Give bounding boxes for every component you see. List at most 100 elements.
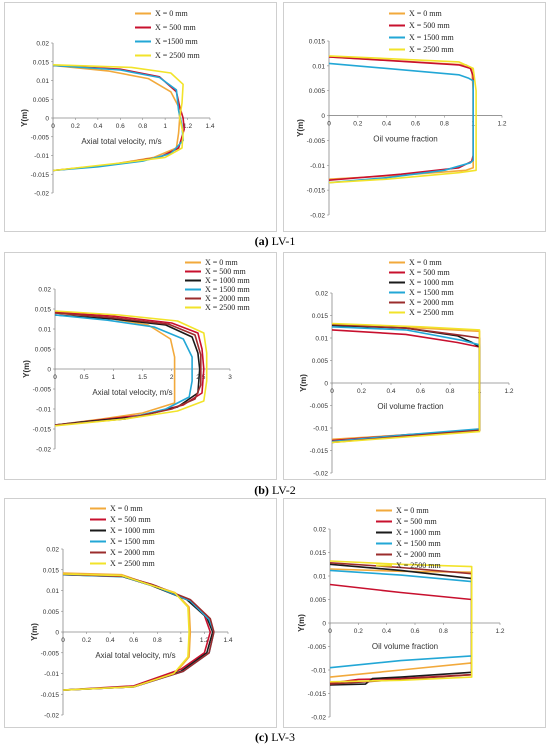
x-tick-label: 1 — [179, 637, 183, 644]
series-line-3 — [62, 573, 215, 691]
legend-label: X = 1500 mm — [110, 537, 156, 546]
x-tick-label: 0.5 — [80, 374, 89, 381]
y-axis-label: Y(m) — [297, 614, 306, 632]
y-tick-label: 0.005 — [35, 347, 52, 354]
x-tick-label: 0 — [51, 123, 55, 130]
y-tick-label: -0.005 — [308, 644, 327, 651]
x-tick-label: 0.2 — [82, 637, 91, 644]
chart-a-right: 0.015 0.01 0.005 0 -0.005 -0.01 -0.015 -0.02 0 0.… — [296, 9, 507, 220]
y-tick-label: -0.005 — [33, 387, 52, 394]
legend-label: X = 0 mm — [205, 258, 239, 267]
legend-label: X = 0 mm — [409, 258, 443, 267]
y-tick-label: 0.01 — [313, 574, 326, 581]
x-tick-label: 1.2 — [497, 121, 506, 128]
y-tick-label: 0 — [324, 381, 328, 388]
y-tick-label: -0.02 — [44, 713, 59, 720]
y-tick-label: -0.005 — [41, 650, 60, 657]
x-tick-label: 0 — [327, 121, 331, 128]
chart-panel-a-left: 0.02 0.015 0.01 0.005 0 -0.005 -0.01 -0.015 -0.0… — [4, 2, 277, 232]
x-tick-label: 1.4 — [205, 123, 214, 130]
x-tick-label: 1.5 — [138, 374, 147, 381]
chart-panel-a-right: 0.015 0.01 0.005 0 -0.005 -0.01 -0.015 -0.02 0 0.… — [283, 2, 546, 232]
x-axis-label: Oil voume fraction — [373, 135, 437, 144]
x-tick-label: 1 — [112, 374, 116, 381]
y-axis-label: Y(m) — [30, 623, 39, 641]
y-tick-label: -0.02 — [313, 471, 328, 478]
series-line-3 — [329, 569, 473, 669]
legend-label: X = 1500 mm — [205, 285, 251, 294]
y-tick-label: -0.005 — [310, 403, 329, 410]
legend-label: X = 500 mm — [155, 23, 197, 32]
x-axis-label: Axial total velocity, m/s — [92, 388, 172, 397]
chart-panel-c-right: 0.02 0.015 0.01 0.005 0 -0.005 -0.01 -0.015 -0.0… — [283, 498, 546, 728]
chart-panel-c-left: 0.02 0.015 0.01 0.005 0 -0.005 -0.01 -0.015 -0.0… — [4, 498, 277, 728]
y-tick-label: 0.015 — [35, 307, 52, 314]
y-tick-label: -0.015 — [41, 692, 60, 699]
x-axis-label: Oil volume fraction — [377, 402, 443, 411]
x-tick-label: 1.2 — [183, 123, 192, 130]
legend-label: X = 2500 mm — [155, 51, 201, 60]
legend-label: X = 1000 mm — [110, 526, 156, 535]
series-line-5 — [331, 322, 481, 444]
series-line-4 — [54, 312, 202, 426]
series-line-1 — [328, 56, 474, 181]
y-tick-label: -0.015 — [310, 448, 329, 455]
x-tick-label: 0.4 — [382, 628, 391, 635]
series-line-2 — [329, 563, 473, 686]
series-line-2 — [54, 314, 201, 426]
legend-label: X = 1000 mm — [396, 528, 442, 537]
legend-label: X = 2000 mm — [205, 294, 251, 303]
y-axis-label: Y(m) — [296, 119, 305, 137]
legend-label: X = 1000 mm — [409, 278, 455, 287]
y-tick-label: 0.02 — [38, 287, 51, 294]
legend-label: X = 1500 mm — [409, 288, 455, 297]
x-tick-label: 2 — [170, 374, 174, 381]
y-tick-label: 0 — [45, 116, 49, 123]
x-tick-label: 0.6 — [410, 628, 419, 635]
y-tick-label: 0.015 — [309, 39, 326, 46]
x-tick-label: 0.2 — [357, 388, 366, 395]
y-tick-label: 0.015 — [310, 550, 327, 557]
x-tick-label: 1.2 — [200, 637, 209, 644]
legend-label: X =1500 mm — [155, 37, 199, 46]
series-line-1 — [54, 311, 205, 426]
y-tick-label: 0 — [322, 621, 326, 628]
y-tick-label: -0.015 — [307, 188, 326, 195]
x-tick-label: 3 — [228, 374, 232, 381]
y-tick-label: 0.02 — [313, 527, 326, 534]
y-tick-label: 0.02 — [36, 41, 49, 48]
y-tick-label: -0.015 — [308, 691, 327, 698]
y-tick-label: -0.01 — [313, 426, 328, 433]
legend-label: X = 1000 mm — [205, 276, 251, 285]
y-tick-label: 0.01 — [315, 336, 328, 343]
x-tick-label: 0 — [53, 374, 57, 381]
chart-b-left: 0.020.0150.010.0050-0.005-0.01-0.015-0.0… — [22, 258, 251, 454]
x-tick-label: 0.8 — [439, 628, 448, 635]
chart-a-left: 0.020.0150.010.0050-0.005-0.01-0.015-0.0… — [20, 9, 215, 198]
series-line-5 — [329, 560, 473, 683]
y-axis-label: Y(m) — [20, 109, 29, 127]
x-tick-label: 1.4 — [223, 637, 232, 644]
series-line-3 — [331, 326, 481, 443]
x-tick-label: 0.2 — [71, 123, 80, 130]
y-tick-label: -0.02 — [36, 447, 51, 454]
x-tick-label: 0 — [330, 388, 334, 395]
y-tick-label: 0.015 — [43, 567, 60, 574]
legend: X = 0 mm X = 500 mm X = 1500 mm X = 2500 mm — [389, 9, 455, 54]
x-tick-label: 0.6 — [129, 637, 138, 644]
x-tick-label: 0.8 — [153, 637, 162, 644]
chart-b-right: 0.02 0.015 0.01 0.005 0 -0.005 -0.01 -0.015 -0.0… — [299, 258, 514, 478]
y-tick-label: 0 — [55, 630, 59, 637]
y-tick-label: 0.005 — [43, 609, 60, 616]
x-axis-label: Oil volume fraction — [372, 642, 438, 651]
caption-a: (a) LV-1 — [254, 234, 296, 248]
series-line-3 — [52, 64, 184, 172]
y-tick-label: 0.005 — [310, 597, 327, 604]
y-tick-label: -0.005 — [31, 134, 50, 141]
y-tick-label: -0.015 — [33, 427, 52, 434]
x-tick-label: 1.2 — [495, 628, 504, 635]
legend-label: X = 500 mm — [110, 515, 152, 524]
series-line-1 — [329, 583, 473, 684]
y-tick-label: -0.01 — [36, 407, 51, 414]
y-tick-label: -0.01 — [34, 153, 49, 160]
